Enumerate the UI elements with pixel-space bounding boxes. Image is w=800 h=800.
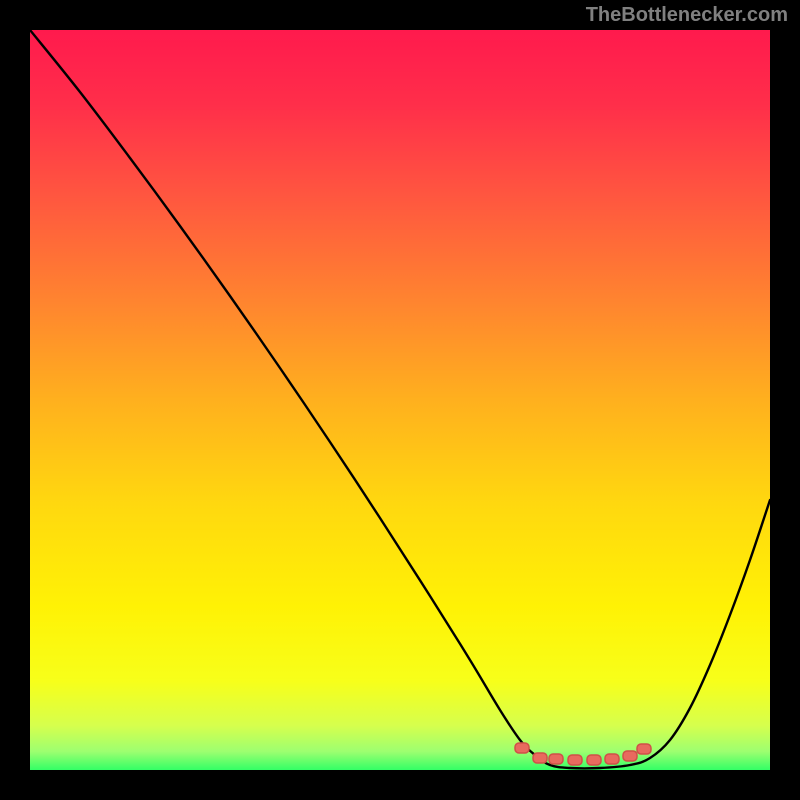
valley-marker xyxy=(568,755,582,765)
valley-marker xyxy=(605,754,619,764)
watermark-text: TheBottlenecker.com xyxy=(586,4,788,27)
gradient-background xyxy=(30,30,770,770)
valley-marker xyxy=(623,751,637,761)
valley-marker xyxy=(587,755,601,765)
valley-marker xyxy=(637,744,651,754)
valley-marker xyxy=(549,754,563,764)
valley-marker xyxy=(533,753,547,763)
chart-svg xyxy=(30,30,770,770)
valley-marker xyxy=(515,743,529,753)
chart-plot-area xyxy=(30,30,770,770)
